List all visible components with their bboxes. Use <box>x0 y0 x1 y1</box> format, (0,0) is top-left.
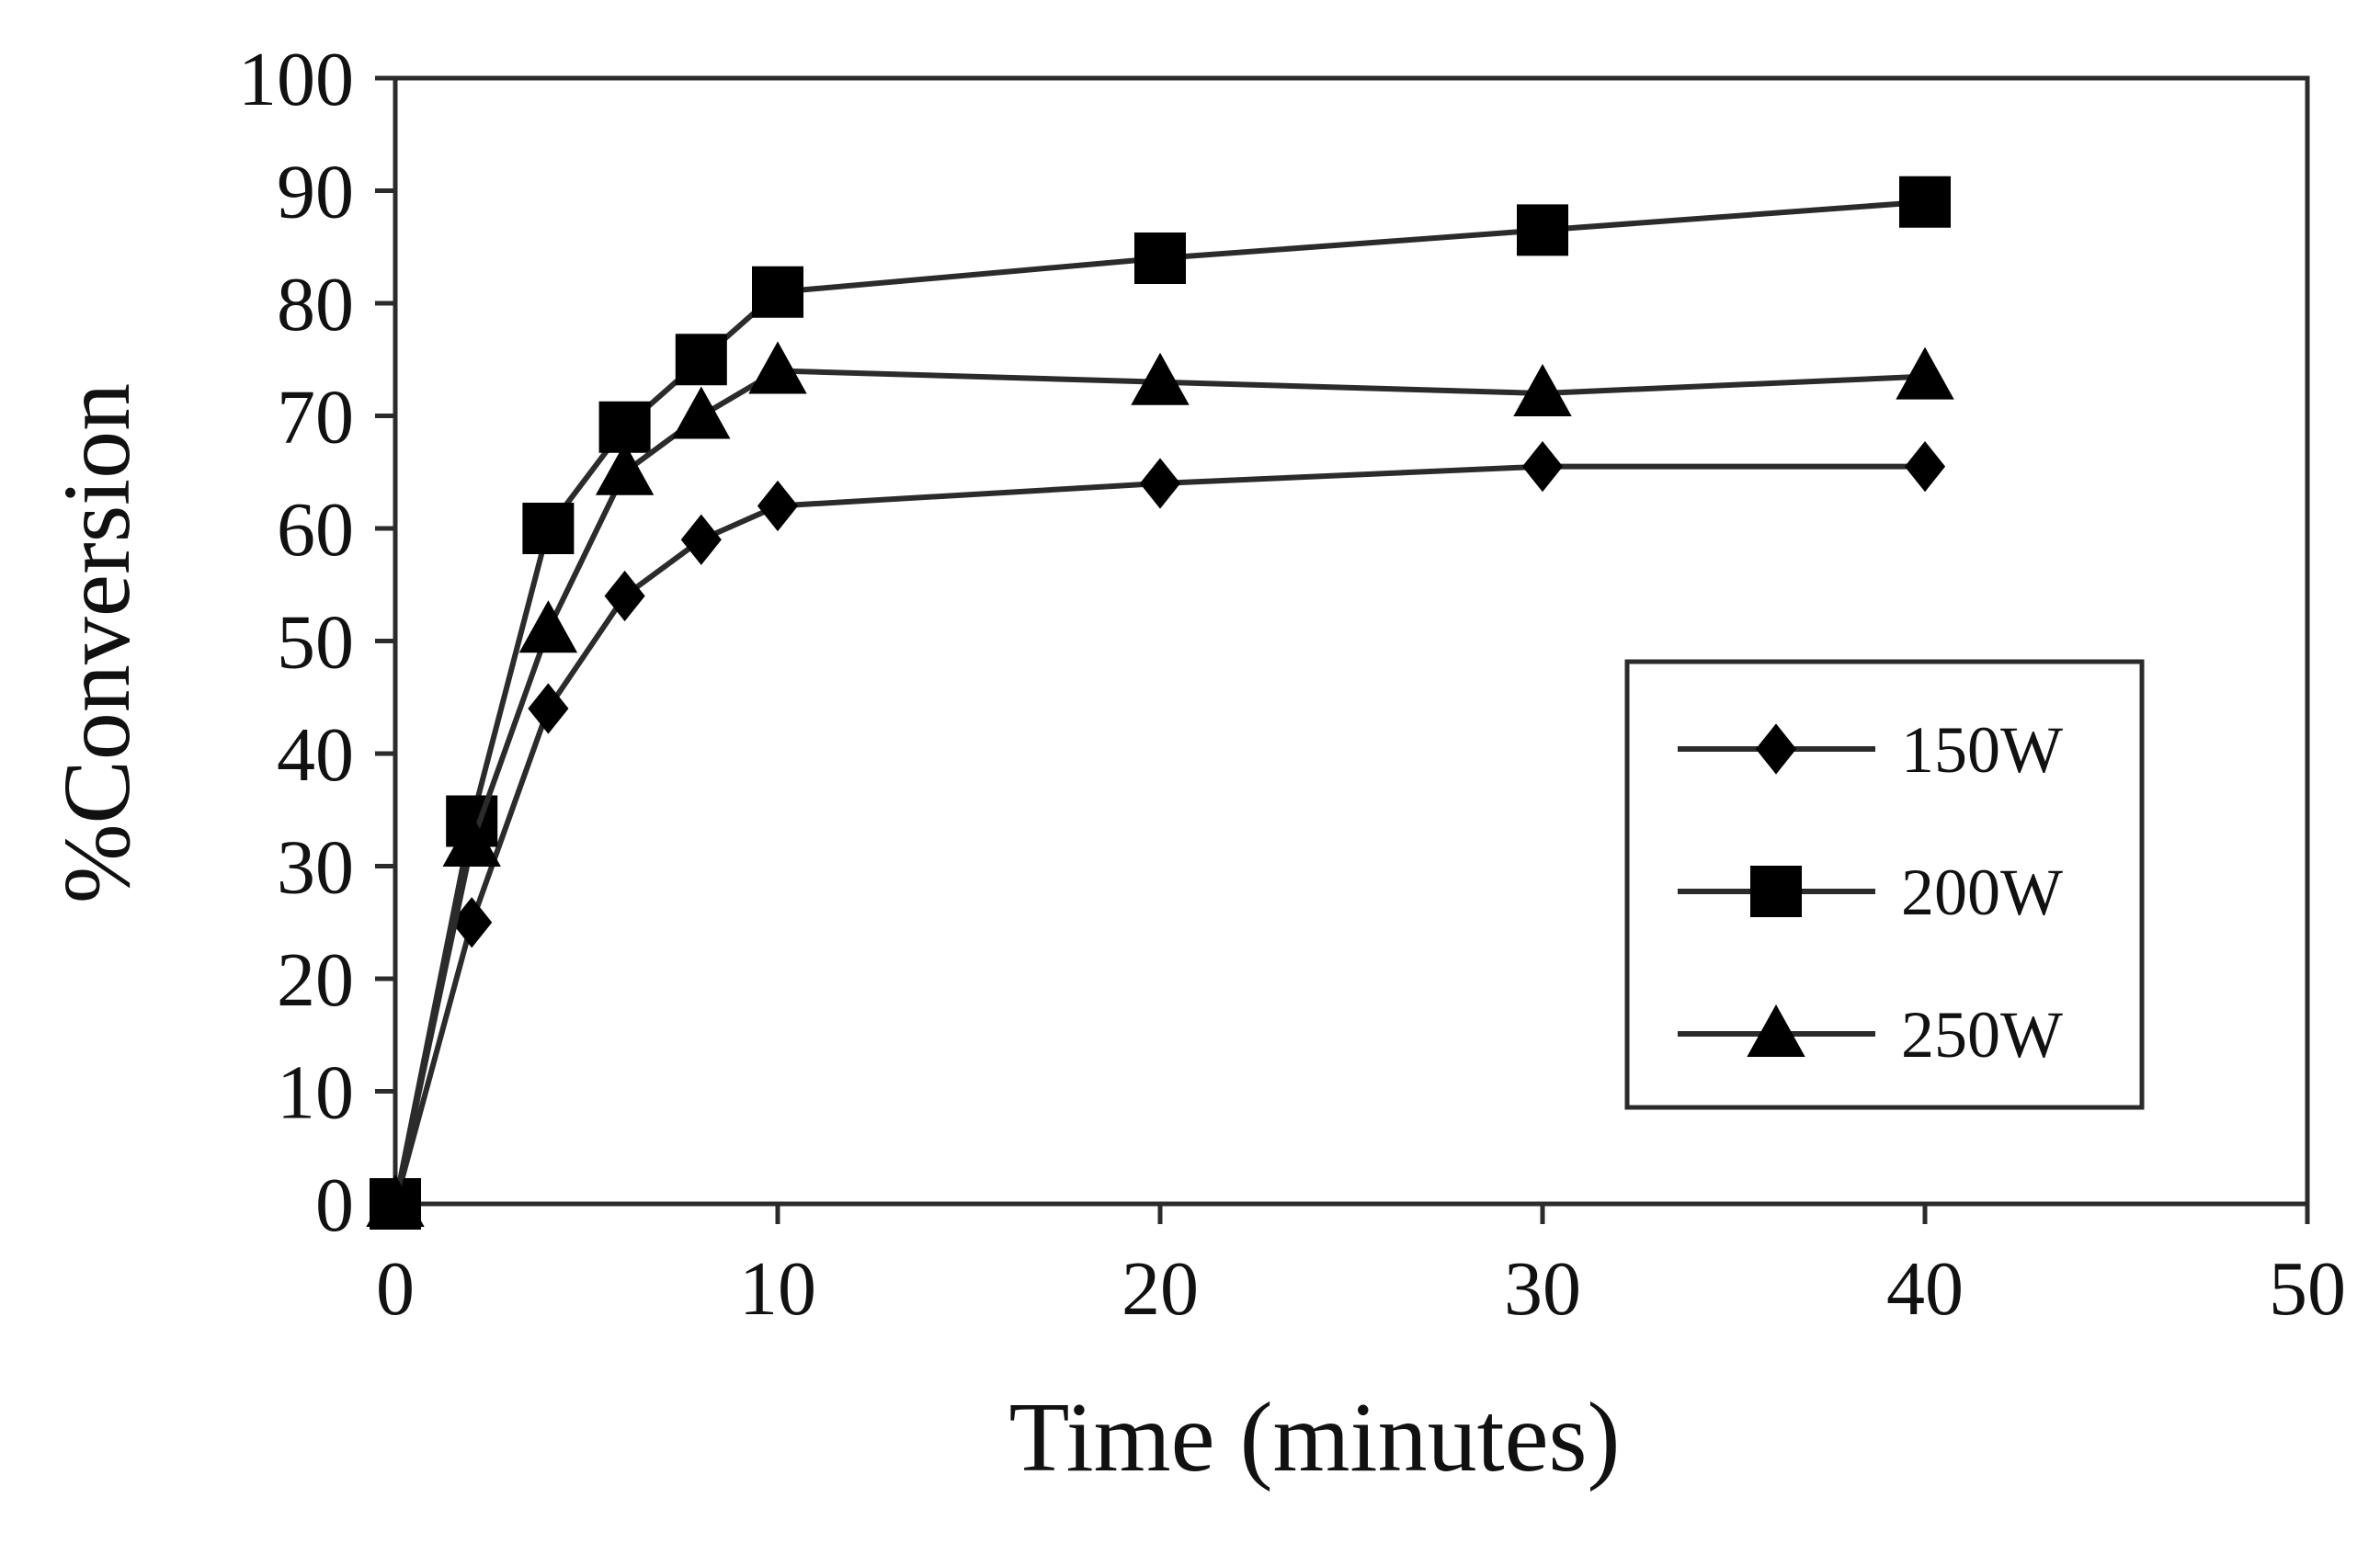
data-point <box>1513 363 1572 416</box>
legend-marker <box>1755 723 1797 775</box>
legend-item: 150W <box>1678 713 2063 787</box>
legend: 150W 200W 250W <box>1624 659 2145 1110</box>
data-point <box>1131 352 1190 405</box>
data-point <box>1139 458 1181 509</box>
y-tick-label: 10 <box>277 1050 354 1136</box>
data-point <box>1899 176 1951 228</box>
legend-label: 200W <box>1901 856 2063 929</box>
data-point <box>675 334 727 386</box>
y-tick-label: 60 <box>277 487 354 573</box>
y-axis-label: %Conversion <box>44 383 150 903</box>
y-axis: 0 10 20 30 40 50 60 70 80 90 100 <box>238 37 395 1248</box>
data-point <box>680 514 722 565</box>
legend-marker <box>1747 1004 1805 1057</box>
y-tick-label: 80 <box>277 262 354 347</box>
data-point <box>366 1174 425 1227</box>
y-tick-label: 70 <box>277 375 354 460</box>
x-tick-label: 40 <box>1886 1246 1964 1332</box>
data-point <box>1904 441 1946 493</box>
data-point <box>1896 346 1954 400</box>
y-tick-label: 50 <box>277 600 354 686</box>
data-point <box>518 600 578 653</box>
x-tick-label: 0 <box>376 1246 415 1332</box>
x-tick-label: 50 <box>2269 1246 2346 1332</box>
x-tick-label: 30 <box>1504 1246 1581 1332</box>
data-point <box>752 266 803 318</box>
y-tick-label: 90 <box>277 150 354 235</box>
data-point <box>522 503 575 554</box>
y-tick-label: 0 <box>315 1163 354 1248</box>
legend-label: 150W <box>1901 713 2063 787</box>
data-point <box>528 683 569 734</box>
x-tick-label: 10 <box>739 1246 816 1332</box>
x-axis-label: Time (minutes) <box>1008 1383 1620 1492</box>
data-point <box>748 341 807 394</box>
data-point <box>442 813 501 867</box>
legend-label: 250W <box>1901 998 2063 1072</box>
legend-box <box>1624 659 2145 1110</box>
data-point <box>1134 233 1186 284</box>
data-point <box>1521 441 1564 493</box>
series-250W <box>366 341 1954 1227</box>
data-point <box>595 442 655 495</box>
data-point <box>672 386 731 439</box>
x-tick-label: 20 <box>1122 1246 1199 1332</box>
y-tick-label: 100 <box>238 37 354 122</box>
series-layer <box>366 176 1954 1230</box>
data-point <box>1517 204 1568 256</box>
y-tick-label: 20 <box>277 937 354 1023</box>
y-tick-label: 40 <box>277 712 354 798</box>
data-point <box>604 570 645 622</box>
data-point <box>757 480 799 532</box>
legend-item: 250W <box>1678 998 2063 1072</box>
legend-item: 200W <box>1678 856 2063 929</box>
legend-marker <box>1750 866 1802 917</box>
x-axis: 0 10 20 30 40 50 <box>376 1204 2346 1332</box>
y-tick-label: 30 <box>277 825 354 911</box>
